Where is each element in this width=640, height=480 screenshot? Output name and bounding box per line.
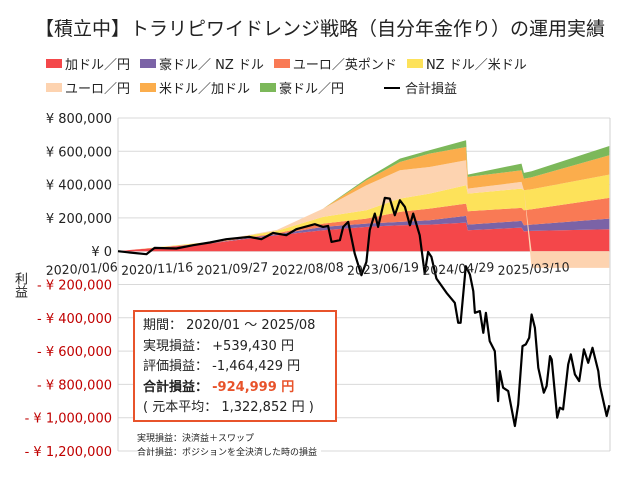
legend-swatch bbox=[273, 59, 290, 68]
realized-value: +539,430 円 bbox=[212, 338, 294, 354]
legend-item: 加ドル／円 bbox=[46, 54, 130, 73]
summary-box: 期間： 2020/01 ～ 2025/08 実現損益： +539,430 円 評… bbox=[133, 310, 337, 422]
note-total: 合計損益：ポジションを全決済した時の損益 bbox=[137, 445, 322, 458]
unrealized-value: -1,464,429 円 bbox=[212, 359, 301, 374]
legend-item: ユーロ／円 bbox=[46, 78, 130, 97]
legend-label: 米ドル／加ドル bbox=[159, 82, 251, 97]
stacked-areas bbox=[118, 140, 610, 268]
legend-label: ユーロ／英ポンド bbox=[292, 58, 397, 73]
area-NZ ドル／米ドル bbox=[118, 174, 610, 252]
total-row: 合計損益： -924,999 円 bbox=[143, 378, 335, 399]
legend-line bbox=[384, 86, 401, 89]
legend-swatch bbox=[46, 83, 62, 92]
y-tick-label: - ¥ 400,000 bbox=[37, 312, 112, 327]
legend-item: ユーロ／英ポンド bbox=[273, 54, 397, 73]
y-tick-label: ¥ 400,000 bbox=[46, 179, 112, 194]
legend-label: 豪ドル／ NZ ドル bbox=[159, 58, 264, 73]
legend-row-2: ユーロ／円 米ドル／加ドル 豪ドル／円 合計損益 bbox=[46, 78, 467, 97]
y-tick-label: ¥ 0 bbox=[91, 245, 112, 260]
unrealized-label: 評価損益： bbox=[143, 359, 209, 374]
x-tick-label: 2025/03/10 bbox=[497, 259, 570, 278]
legend-label: 豪ドル／円 bbox=[279, 82, 345, 97]
y-tick-label: - ¥ 600,000 bbox=[37, 345, 112, 360]
note-realized: 実現損益：決済益＋スワップ bbox=[137, 431, 259, 444]
unrealized-row: 評価損益： -1,464,429 円 bbox=[143, 357, 335, 378]
chart-title: 【積立中】トラリピワイドレンジ戦略（自分年金作り）の運用実績 bbox=[34, 18, 605, 40]
realized-row: 実現損益： +539,430 円 bbox=[143, 337, 335, 358]
legend-label: ユーロ／円 bbox=[65, 82, 131, 97]
legend-item: 豪ドル／円 bbox=[260, 78, 344, 97]
x-tick-label: 2020/01/06 bbox=[45, 259, 118, 278]
legend-item: 米ドル／加ドル bbox=[140, 78, 250, 97]
legend-label: 合計損益 bbox=[405, 82, 458, 97]
total-label: 合計損益： bbox=[143, 379, 209, 395]
x-tick-label: 2023/06/19 bbox=[347, 259, 420, 278]
legend-swatch bbox=[140, 59, 157, 68]
y-tick-label: - ¥ 1,000,000 bbox=[25, 412, 112, 427]
legend-row-1: 加ドル／円 豪ドル／ NZ ドル ユーロ／英ポンド NZ ドル／米ドル bbox=[46, 54, 537, 73]
legend-swatch bbox=[260, 83, 277, 92]
x-tick-label: 2020/11/16 bbox=[121, 259, 194, 278]
total-pl-line bbox=[117, 196, 611, 428]
area-ユーロ／英ポンド bbox=[118, 197, 610, 252]
area-加ドル／円 bbox=[118, 222, 610, 252]
y-axis-label: 利益 bbox=[12, 272, 27, 298]
principal-row: ( 元本平均： 1,322,852 円 ) bbox=[143, 400, 314, 415]
legend-item: 豪ドル／ NZ ドル bbox=[140, 54, 264, 73]
realized-label: 実現損益： bbox=[143, 338, 209, 354]
y-tick-label: - ¥ 1,200,000 bbox=[25, 445, 112, 460]
y-tick-label: - ¥ 200,000 bbox=[37, 279, 112, 294]
legend-item: 合計損益 bbox=[384, 78, 457, 97]
period-label: 期間： bbox=[143, 318, 183, 333]
y-tick-label: - ¥ 800,000 bbox=[37, 378, 112, 393]
x-axis-ticks: 2020/01/06 2020/11/16 2021/09/27 2022/08/08… bbox=[45, 259, 570, 278]
legend-swatch bbox=[140, 83, 157, 92]
y-tick-label: ¥ 800,000 bbox=[46, 112, 112, 127]
legend-label: 加ドル／円 bbox=[65, 58, 131, 73]
legend-swatch bbox=[406, 59, 423, 68]
x-tick-label: 2022/08/08 bbox=[271, 259, 344, 278]
y-tick-label: ¥ 200,000 bbox=[46, 212, 112, 227]
area-豪ドル／ NZ ドル bbox=[118, 215, 610, 252]
y-axis-ticks: ¥ 800,000 ¥ 600,000 ¥ 400,000 ¥ 200,000 ¥ 0 -… bbox=[25, 112, 112, 460]
legend-item: NZ ドル／米ドル bbox=[406, 54, 527, 73]
total-line-group bbox=[117, 196, 611, 428]
period-row: 期間： 2020/01 ～ 2025/08 bbox=[143, 316, 335, 337]
area-ユーロ／円 bbox=[118, 160, 610, 268]
x-tick-label: 2024/04/29 bbox=[422, 259, 495, 278]
y-tick-label: ¥ 600,000 bbox=[46, 145, 112, 160]
x-tick-label: 2021/09/27 bbox=[196, 259, 269, 278]
legend-label: NZ ドル／米ドル bbox=[425, 58, 527, 73]
legend-swatch bbox=[46, 59, 62, 68]
total-value: -924,999 円 bbox=[212, 379, 295, 395]
period-value: 2020/01 ～ 2025/08 bbox=[186, 318, 316, 333]
